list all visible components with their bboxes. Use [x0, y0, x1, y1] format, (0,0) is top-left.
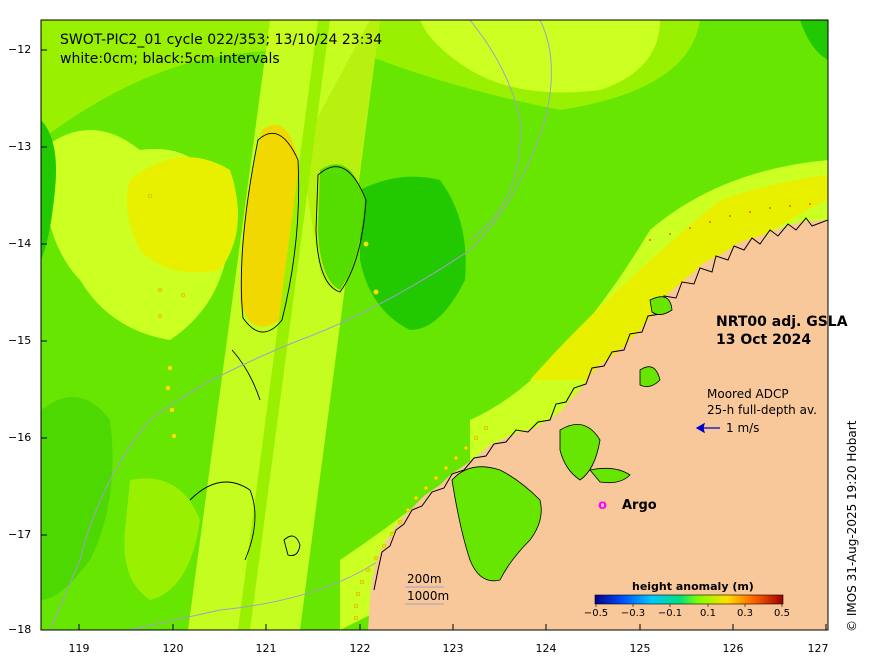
anomaly-region [420, 20, 660, 93]
anomaly-region [124, 478, 200, 600]
product-label: NRT00 adj. GSLA [716, 314, 848, 330]
product-date: 13 Oct 2024 [716, 332, 812, 348]
contour-line [231, 349, 261, 401]
colorbar-tick-label: 0.3 [737, 608, 753, 619]
y-tick-label: −17 [8, 528, 32, 541]
map-title: SWOT-PIC2_01 cycle 022/353; 13/10/24 23:… [60, 32, 383, 48]
inlet-water [589, 467, 631, 484]
y-tick-label: −14 [8, 237, 32, 250]
contour-line [240, 132, 300, 333]
y-tick-label: −18 [8, 623, 32, 636]
anomaly-region [800, 20, 828, 60]
adcp-label: Moored ADCP [707, 387, 789, 401]
swath-anomaly [318, 164, 365, 290]
adcp-averaging-label: 25-h full-depth av. [707, 403, 817, 417]
credit-label: © IMOS 31-Aug-2025 19:20 Hobart [845, 420, 859, 632]
colorbar-ticks [595, 604, 783, 607]
contour-line [283, 535, 301, 556]
x-tick-label: 121 [255, 642, 277, 655]
anomaly-region [126, 157, 238, 273]
adcp-arrow [695, 422, 720, 434]
argo-label: Argo [622, 498, 657, 513]
anomaly-region [530, 175, 828, 380]
x-tick-label: 119 [68, 642, 90, 655]
x-tick-label: 126 [722, 642, 744, 655]
y-tick-label: −13 [8, 140, 32, 153]
x-tick-label: 124 [535, 642, 557, 655]
isobath-1000-label: 1000m [407, 589, 450, 603]
colorbar-tick-label: −0.5 [583, 608, 609, 619]
anomaly-region [360, 176, 466, 330]
x-tick-label: 120 [162, 642, 184, 655]
y-tick-label: −15 [8, 334, 32, 347]
colorbar-tick-label: −0.1 [657, 608, 683, 619]
colorbar-tick-label: 0.5 [774, 608, 790, 619]
track-dots [147, 193, 489, 621]
x-tick-label: 122 [349, 642, 371, 655]
axis-ticks [41, 49, 827, 631]
swath-nadir-gap [238, 20, 330, 630]
inlet-water [639, 366, 661, 388]
coastline [373, 217, 828, 591]
contour-line [315, 166, 367, 293]
y-tick-label: −16 [8, 431, 32, 444]
plot-frame [40, 19, 829, 631]
isobath-line [129, 559, 381, 630]
track-dots [649, 203, 811, 241]
inlet-water [559, 423, 601, 481]
isobath-line [469, 20, 521, 241]
x-tick-label: 123 [442, 642, 464, 655]
anomaly-region [41, 120, 57, 260]
adcp-scale-label: 1 m/s [726, 421, 760, 435]
map-subtitle: white:0cm; black:5cm intervals [60, 51, 280, 67]
argo-marker-icon: o [598, 498, 607, 513]
isobath-line [49, 20, 552, 630]
isobath-200-label: 200m [407, 572, 442, 586]
y-tick-label: −12 [8, 43, 32, 56]
contour-line [189, 481, 256, 561]
colorbar [594, 594, 784, 605]
x-tick-label: 127 [807, 642, 829, 655]
inlet-water [649, 296, 673, 315]
inlet-water [451, 466, 542, 582]
colorbar-title: height anomaly (m) [632, 580, 754, 593]
colorbar-tick-label: 0.1 [700, 608, 716, 619]
colorbar-tick-label: −0.3 [620, 608, 646, 619]
x-tick-label: 125 [629, 642, 651, 655]
anomaly-region [41, 397, 113, 600]
